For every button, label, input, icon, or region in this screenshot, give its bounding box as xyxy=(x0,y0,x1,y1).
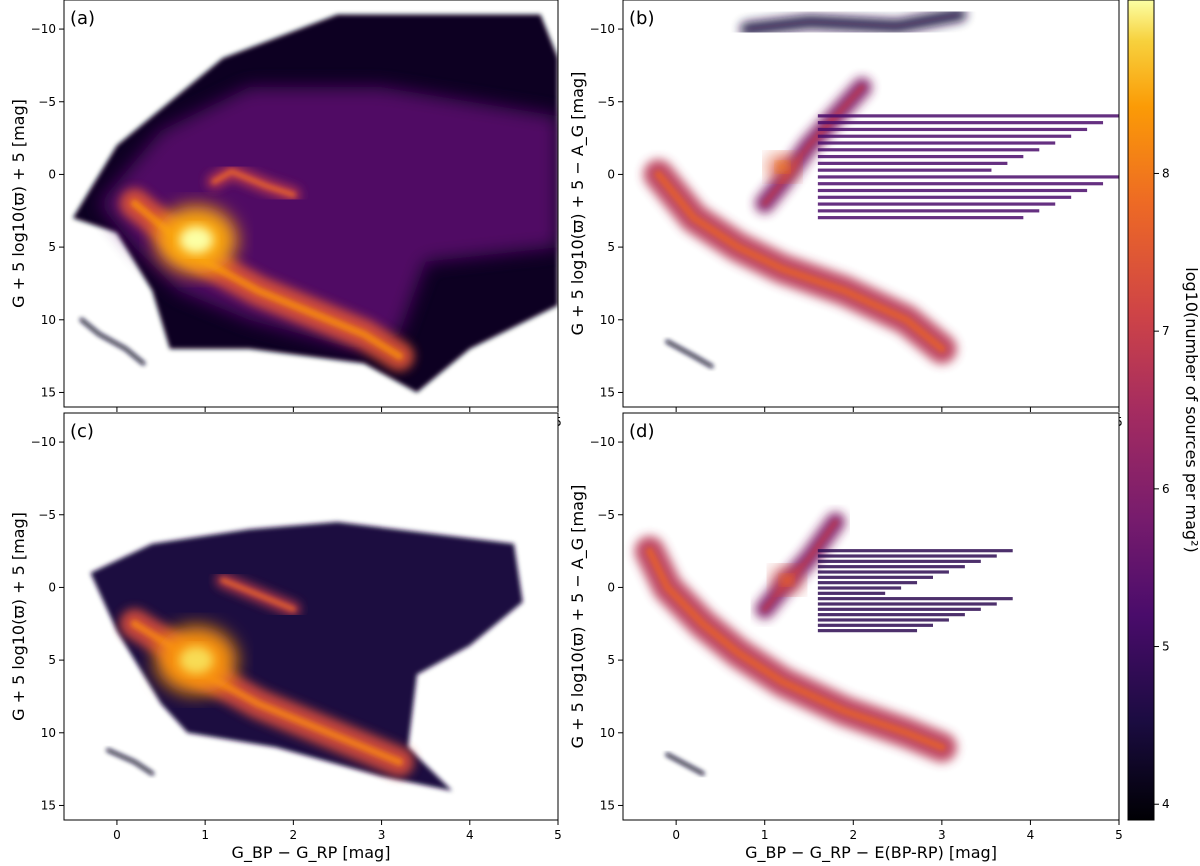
colorbar-gradient xyxy=(1127,0,1155,821)
x-tick-label: 1 xyxy=(761,828,769,842)
density-red-clump-core xyxy=(776,162,789,172)
y-tick-label: 15 xyxy=(41,385,56,399)
plot-frame xyxy=(622,412,1120,821)
x-axis-label: G_BP − G_RP [mag] xyxy=(232,843,391,863)
x-tick-label: 2 xyxy=(290,828,298,842)
density-red-clump-core xyxy=(220,578,296,612)
y-ticks: −10 −5 0 5 10 15 xyxy=(31,435,64,812)
colorbar-tick-label: 7 xyxy=(1162,324,1170,338)
y-tick-label: 15 xyxy=(41,798,56,812)
plot-frame xyxy=(63,412,559,821)
density-peak-core xyxy=(179,226,214,254)
density-main-sequence-core xyxy=(654,170,946,353)
density-upper-streak xyxy=(740,7,967,37)
y-tick-label: 0 xyxy=(607,580,615,594)
y-tick-label: 10 xyxy=(41,313,56,327)
y-tick-label: −10 xyxy=(31,435,56,449)
y-ticks: −10 −5 0 5 10 15 xyxy=(590,435,623,812)
y-tick-label: −5 xyxy=(597,508,615,522)
y-tick-label: 5 xyxy=(607,240,615,254)
panel-label: (a) xyxy=(70,8,95,29)
density-red-clump-core xyxy=(780,575,793,585)
density-envelope xyxy=(90,522,523,791)
x-tick-label: 5 xyxy=(554,828,562,842)
x-tick-label: 4 xyxy=(1027,828,1035,842)
y-tick-label: −5 xyxy=(597,95,615,109)
x-tick-label: 2 xyxy=(849,828,857,842)
density-layer xyxy=(643,7,1119,369)
x-ticks: 0 1 2 3 4 5 xyxy=(672,820,1123,842)
density-horizontal-streaks xyxy=(817,549,1013,633)
colorbar-label: log10(number of sources per mag²) xyxy=(1182,267,1200,552)
density-layer xyxy=(634,512,1013,776)
y-ticks: −10 −5 0 5 10 15 xyxy=(590,22,623,399)
colorbar-tick-label: 5 xyxy=(1162,640,1170,654)
x-tick-label: 5 xyxy=(1115,828,1123,842)
panel-d: 0 1 2 3 4 5 −10 −5 0 5 10 15 (d) G + 5 log10(ϖ) + 5 −… xyxy=(568,412,1123,863)
density-red-clump-core xyxy=(212,169,296,197)
y-tick-label: 5 xyxy=(48,240,56,254)
y-ticks: −10 −5 0 5 10 15 xyxy=(31,22,64,399)
x-ticks: 0 1 2 3 4 5 xyxy=(113,820,562,842)
x-tick-label: 3 xyxy=(938,828,946,842)
y-tick-label: 10 xyxy=(41,726,56,740)
y-tick-label: 5 xyxy=(607,653,615,667)
colorbar: 4 5 6 7 8 log10(number of sources per mag²) xyxy=(1127,0,1200,821)
colorbar-tick-label: 4 xyxy=(1162,797,1170,811)
y-tick-label: −10 xyxy=(31,22,56,36)
density-white-dwarfs xyxy=(665,339,714,369)
y-tick-label: 0 xyxy=(607,167,615,181)
y-tick-label: −5 xyxy=(38,95,56,109)
y-axis-label: G + 5 log10(ϖ) + 5 − A_G [mag] xyxy=(568,72,588,336)
x-tick-label: 4 xyxy=(466,828,474,842)
y-tick-label: 10 xyxy=(600,726,615,740)
x-tick-label: 3 xyxy=(378,828,386,842)
y-tick-label: 5 xyxy=(48,653,56,667)
y-tick-label: 0 xyxy=(48,580,56,594)
y-tick-label: 0 xyxy=(48,167,56,181)
density-white-dwarfs xyxy=(665,752,705,776)
panel-label: (b) xyxy=(629,8,654,29)
y-tick-label: −10 xyxy=(590,435,615,449)
x-tick-label: 0 xyxy=(113,828,121,842)
plot-frame xyxy=(63,0,559,408)
panel-label: (d) xyxy=(629,421,654,442)
y-axis-label: G + 5 log10(ϖ) + 5 [mag] xyxy=(9,99,28,308)
panel-c: 0 1 2 3 4 5 −10 −5 0 5 10 15 (c) G + 5 log10(ϖ) + 5 [… xyxy=(9,412,562,863)
x-axis-label: G_BP − G_RP − E(BP-RP) [mag] xyxy=(745,843,997,863)
y-tick-label: −5 xyxy=(38,508,56,522)
density-layer xyxy=(90,522,523,791)
plot-frame xyxy=(622,0,1120,408)
density-main-sequence-core xyxy=(645,547,946,752)
x-tick-label: 1 xyxy=(201,828,209,842)
density-giant-branch-core xyxy=(762,84,865,206)
density-white-dwarfs xyxy=(79,317,146,366)
y-tick-label: 15 xyxy=(600,385,615,399)
y-axis-label: G + 5 log10(ϖ) + 5 [mag] xyxy=(9,512,28,721)
colorbar-tick-label: 6 xyxy=(1162,482,1170,496)
colorbar-tick-label: 8 xyxy=(1162,166,1170,180)
density-layer xyxy=(72,14,558,393)
y-tick-label: −10 xyxy=(590,22,615,36)
y-tick-label: 10 xyxy=(600,313,615,327)
density-peak-core xyxy=(179,646,214,674)
x-tick-label: 0 xyxy=(672,828,680,842)
density-horizontal-streaks xyxy=(817,114,1119,220)
y-tick-label: 15 xyxy=(600,798,615,812)
y-axis-label: G + 5 log10(ϖ) + 5 − A_G [mag] xyxy=(568,485,588,749)
panel-label: (c) xyxy=(70,421,94,442)
density-white-dwarfs xyxy=(106,748,155,776)
